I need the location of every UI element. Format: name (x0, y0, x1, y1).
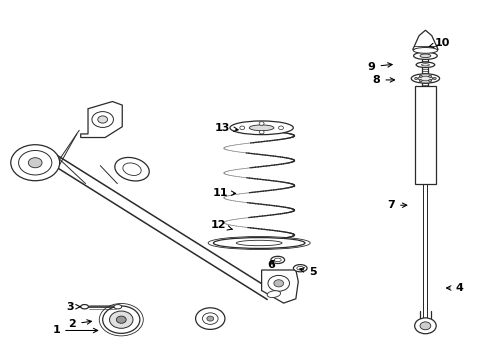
Text: 11: 11 (212, 188, 235, 198)
Circle shape (109, 311, 133, 328)
Polygon shape (412, 30, 437, 50)
Ellipse shape (213, 238, 305, 248)
Text: 7: 7 (386, 200, 406, 210)
Ellipse shape (274, 258, 281, 262)
Polygon shape (81, 102, 122, 138)
Circle shape (239, 126, 244, 130)
Text: 1: 1 (52, 325, 98, 336)
Ellipse shape (266, 291, 280, 297)
Circle shape (414, 318, 435, 334)
Ellipse shape (417, 76, 432, 81)
Circle shape (419, 80, 422, 82)
Circle shape (92, 112, 113, 127)
Ellipse shape (293, 265, 306, 272)
Polygon shape (261, 270, 298, 303)
Ellipse shape (115, 157, 149, 181)
Circle shape (427, 75, 430, 77)
Ellipse shape (296, 266, 303, 270)
Ellipse shape (412, 48, 437, 53)
Polygon shape (414, 86, 435, 184)
Text: 2: 2 (68, 319, 91, 329)
Text: 4: 4 (446, 283, 463, 293)
Circle shape (432, 77, 435, 80)
Circle shape (206, 316, 213, 321)
Text: 3: 3 (66, 302, 80, 312)
Circle shape (102, 306, 140, 333)
Circle shape (273, 280, 283, 287)
Circle shape (414, 77, 417, 80)
Text: 12: 12 (210, 220, 232, 230)
Circle shape (427, 80, 430, 82)
Circle shape (202, 313, 218, 324)
Ellipse shape (229, 121, 293, 135)
Text: 8: 8 (372, 75, 394, 85)
Ellipse shape (421, 64, 428, 66)
Ellipse shape (81, 305, 88, 309)
Circle shape (419, 322, 430, 330)
Ellipse shape (415, 62, 434, 68)
Circle shape (419, 75, 422, 77)
Circle shape (98, 116, 107, 123)
Ellipse shape (114, 305, 122, 309)
Ellipse shape (122, 163, 141, 175)
Circle shape (278, 126, 283, 130)
Ellipse shape (410, 74, 439, 83)
Text: 13: 13 (214, 123, 238, 133)
Circle shape (11, 145, 60, 181)
Ellipse shape (270, 256, 284, 264)
Ellipse shape (419, 54, 430, 58)
Circle shape (116, 316, 126, 323)
Ellipse shape (249, 125, 273, 131)
Text: 10: 10 (428, 38, 449, 48)
Circle shape (28, 158, 42, 168)
Text: 5: 5 (299, 267, 316, 277)
Ellipse shape (236, 240, 282, 246)
Circle shape (195, 308, 224, 329)
Circle shape (259, 122, 264, 125)
Text: 9: 9 (367, 62, 391, 72)
Circle shape (267, 275, 289, 291)
Ellipse shape (413, 52, 436, 59)
Circle shape (19, 150, 52, 175)
Text: 6: 6 (267, 260, 275, 270)
Circle shape (259, 130, 264, 134)
